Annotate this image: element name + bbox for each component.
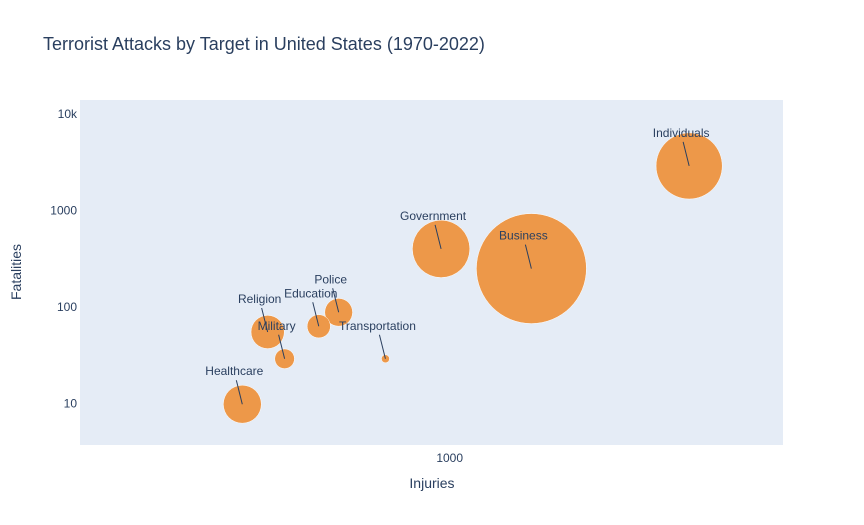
annotation-arrow [378, 334, 386, 359]
y-tick-label: 1000 [50, 204, 77, 218]
chart-axes: 10 100 1000 10k 1000 [50, 107, 463, 465]
annotation-label: Healthcare [205, 364, 263, 378]
chart-title: Terrorist Attacks by Target in United St… [43, 34, 485, 54]
chart-marks: Individuals Government Business PoliceEduca… [205, 126, 723, 424]
annotation-arrow [312, 302, 320, 327]
annotation-label: Transportation [339, 319, 416, 333]
annotation-label: Individuals [653, 126, 710, 140]
annotation-arrow [682, 141, 690, 167]
annotation-arrow [434, 224, 442, 250]
annotation-label: Education [284, 286, 337, 300]
y-tick-label: 100 [57, 300, 77, 314]
annotation-label: Business [499, 229, 548, 243]
data-point [223, 384, 262, 424]
annotation-label: Police [314, 272, 347, 286]
annotation-arrow [235, 380, 243, 405]
data-point [274, 348, 295, 369]
annotation-arrow [524, 244, 532, 269]
x-axis-title: Injuries [409, 475, 454, 491]
y-tick-label: 10 [64, 396, 78, 410]
annotation-label: Religion [238, 292, 281, 306]
annotation-label: Government [400, 209, 467, 223]
annotation-arrow [278, 334, 286, 359]
y-tick-label: 10k [58, 107, 78, 121]
y-axis-title: Fatalities [8, 244, 24, 300]
data-point [412, 219, 471, 278]
annotation-label: Military [258, 319, 296, 333]
x-tick-label: 1000 [436, 451, 463, 465]
annotation-arrow [332, 288, 340, 313]
annotation-arrow [261, 307, 269, 333]
